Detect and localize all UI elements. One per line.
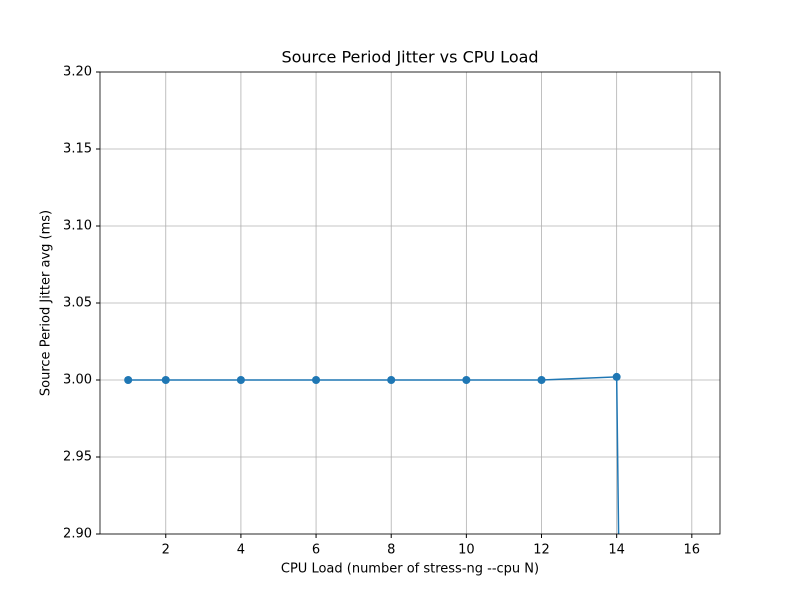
x-tick-label: 12 [533,543,550,558]
chart-title: Source Period Jitter vs CPU Load [281,48,538,67]
x-tick-label: 14 [608,543,625,558]
data-point [312,376,321,384]
x-tick-label: 6 [312,543,320,558]
plot-area [124,372,621,534]
x-axis-label: CPU Load (number of stress-ng --cpu N) [281,562,539,577]
data-point [612,372,621,381]
data-point [124,376,133,384]
data-point [236,376,245,384]
plot-frame [99,71,721,535]
y-tick-label: 3.15 [63,142,92,157]
y-tick-label: 3.10 [63,219,92,234]
y-axis-label: Source Period Jitter avg (ms) [39,210,54,396]
data-point [161,376,170,384]
y-tick-label: 3.20 [63,65,92,80]
data-point [462,376,471,384]
x-tick-label: 8 [387,543,395,558]
x-tick-label: 2 [162,543,170,558]
x-tick-label: 16 [684,543,701,558]
y-tick-label: 3.05 [63,296,92,311]
y-tick-label: 2.90 [63,527,92,542]
data-point [537,376,546,384]
data-point [387,376,396,384]
y-tick-label: 2.95 [63,450,92,465]
x-tick-label: 10 [458,543,475,558]
y-tick-label: 3.00 [63,373,92,388]
x-tick-label: 4 [237,543,245,558]
